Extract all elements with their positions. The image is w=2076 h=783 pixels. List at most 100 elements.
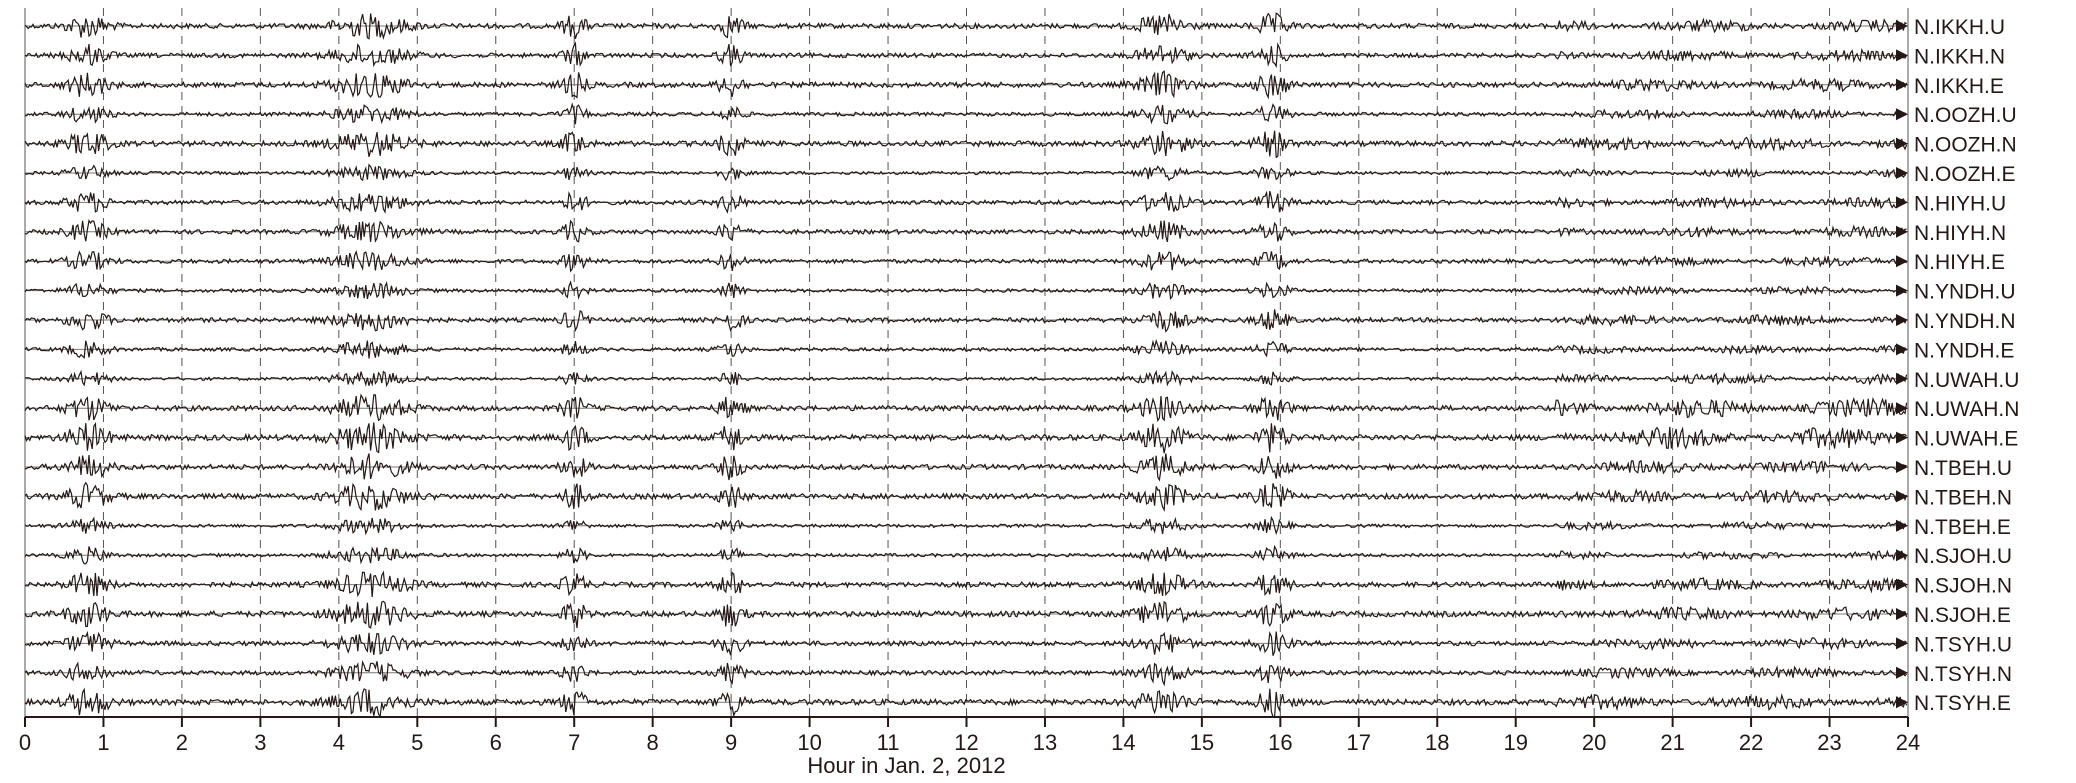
seismic-trace [24,338,1908,359]
seismic-trace [24,70,1908,100]
trace-end-marker [1896,519,1908,532]
x-tick-label: 4 [333,730,345,755]
trace-end-marker [1896,490,1908,503]
x-tick-label: 18 [1425,730,1449,755]
hour-gridlines [24,8,1909,717]
x-tick-label: 20 [1582,730,1606,755]
station-label: N.TBEH.N [1914,486,2012,509]
seismic-trace [24,280,1907,300]
station-label: N.SJOH.E [1914,604,2011,627]
x-tick-label: 23 [1817,730,1841,755]
station-label: N.SJOH.U [1914,545,2012,568]
x-tick-label: 2 [176,730,188,755]
trace-end-marker [1896,20,1908,32]
trace-end-marker [1896,461,1908,473]
trace-end-marker [1896,608,1908,620]
station-label: N.TSYH.U [1914,633,2012,656]
station-label: N.HIYH.E [1914,251,2005,274]
station-label: N.TBEH.E [1914,516,2011,539]
station-labels: N.IKKH.U N.IKKH.N N.IKKH.E N.OOZH.U N.OOZH.N… [1914,16,2019,715]
x-axis-title: Hour in Jan. 2, 2012 [807,753,1005,778]
trace-end-marker [1896,196,1908,209]
station-label: N.TSYH.N [1914,663,2012,686]
seismic-trace [24,218,1907,243]
trace-end-marker [1896,637,1908,650]
seismic-trace [24,393,1908,423]
station-label: N.TSYH.E [1914,692,2011,715]
trace-end-marker [1896,666,1908,679]
x-tick-label: 16 [1268,730,1292,755]
station-label: N.OOZH.E [1914,163,2016,186]
station-label: N.IKKH.N [1914,45,2005,68]
x-tick-label: 6 [490,730,502,755]
trace-end-marker [1896,578,1908,591]
station-label: N.OOZH.U [1914,104,2017,127]
seismic-trace [24,570,1908,598]
seismic-trace [24,163,1908,182]
x-tick-label: 19 [1503,730,1527,755]
x-tick-label: 0 [19,730,31,755]
seismic-trace [24,12,1907,41]
x-tick-label: 1 [97,730,109,755]
x-tick-label: 5 [411,730,423,755]
seismic-trace [24,130,1908,159]
x-tick-label: 24 [1896,730,1920,755]
seismic-trace [24,481,1908,513]
station-label: N.YNDH.N [1914,310,2016,333]
seismic-trace [24,453,1907,482]
station-label: N.YNDH.U [1914,281,2016,304]
x-tick-label: 13 [1033,730,1057,755]
x-tick-label: 8 [647,730,659,755]
trace-end-marker [1896,137,1908,150]
trace-end-marker [1896,225,1908,238]
station-label: N.IKKH.U [1914,16,2005,39]
seismic-trace [24,687,1908,718]
trace-end-marker [1896,402,1908,415]
trace-end-marker [1896,167,1908,179]
trace-end-marker [1896,78,1908,91]
x-tick-label: 14 [1111,730,1135,755]
seismic-trace [24,600,1908,629]
x-tick-label: 3 [254,730,266,755]
x-tick-label: 15 [1190,730,1214,755]
x-tick-label: 12 [954,730,978,755]
trace-end-marker [1896,343,1908,356]
seismic-trace [24,515,1908,536]
x-tick-label: 17 [1347,730,1371,755]
seismic-trace [24,249,1907,273]
x-tick-label: 9 [725,730,737,755]
seismic-trace [24,660,1908,687]
station-label: N.HIYH.U [1914,192,2006,215]
seismic-trace [24,41,1908,69]
station-label: N.OOZH.N [1914,134,2017,157]
station-label: N.UWAH.U [1914,369,2019,392]
x-tick-label: 7 [568,730,580,755]
seismic-trace [24,421,1908,454]
x-tick-label: 11 [877,730,900,755]
station-label: N.UWAH.E [1914,428,2018,451]
x-axis-ticks: 0 1 2 3 4 5 6 7 8 9 10 11 12 13 14 15 16 17 18 19 20 21 22 23 24 [19,717,1920,755]
station-label: N.YNDH.E [1914,339,2014,362]
x-tick-label: 21 [1660,730,1684,755]
station-label: N.UWAH.N [1914,398,2019,421]
trace-end-marker [1896,284,1908,297]
station-label: N.HIYH.N [1914,222,2006,245]
trace-end-marker [1896,431,1908,444]
x-tick-label: 10 [797,730,821,755]
seismic-trace [24,190,1907,214]
trace-end-marker [1896,255,1908,268]
trace-end-marker [1896,372,1908,385]
seismic-trace [24,369,1908,388]
trace-end-marker [1896,696,1908,709]
station-label: N.TBEH.U [1914,457,2012,480]
seismic-trace [24,630,1907,656]
station-label: N.IKKH.E [1914,75,2004,98]
seismic-traces [24,12,1908,718]
seismic-trace [24,544,1908,565]
trace-end-marker [1896,314,1908,326]
x-tick-label: 22 [1739,730,1763,755]
trace-end-marker [1896,108,1908,121]
trace-end-marker [1896,49,1908,62]
seismic-trace [24,309,1908,333]
